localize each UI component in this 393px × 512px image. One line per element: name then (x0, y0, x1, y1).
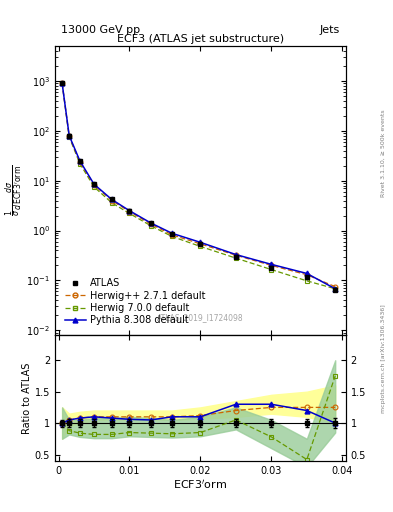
Y-axis label: $\frac{1}{\sigma}\frac{d\sigma}{d\,\mathrm{ECF3^{\prime}orm}}$: $\frac{1}{\sigma}\frac{d\sigma}{d\,\math… (3, 165, 25, 217)
Text: 13000 GeV pp: 13000 GeV pp (61, 25, 140, 34)
X-axis label: ECF3$^{\prime}$orm: ECF3$^{\prime}$orm (173, 478, 228, 492)
Legend: ATLAS, Herwig++ 2.7.1 default, Herwig 7.0.0 default, Pythia 8.308 default: ATLAS, Herwig++ 2.7.1 default, Herwig 7.… (63, 276, 208, 327)
Text: mcplots.cern.ch [arXiv:1306.3436]: mcplots.cern.ch [arXiv:1306.3436] (381, 304, 386, 413)
Text: Rivet 3.1.10, ≥ 500k events: Rivet 3.1.10, ≥ 500k events (381, 110, 386, 198)
Y-axis label: Ratio to ATLAS: Ratio to ATLAS (22, 362, 32, 434)
Text: Jets: Jets (320, 25, 340, 34)
Title: ECF3 (ATLAS jet substructure): ECF3 (ATLAS jet substructure) (117, 34, 284, 44)
Text: ATLAS_2019_I1724098: ATLAS_2019_I1724098 (157, 313, 244, 322)
